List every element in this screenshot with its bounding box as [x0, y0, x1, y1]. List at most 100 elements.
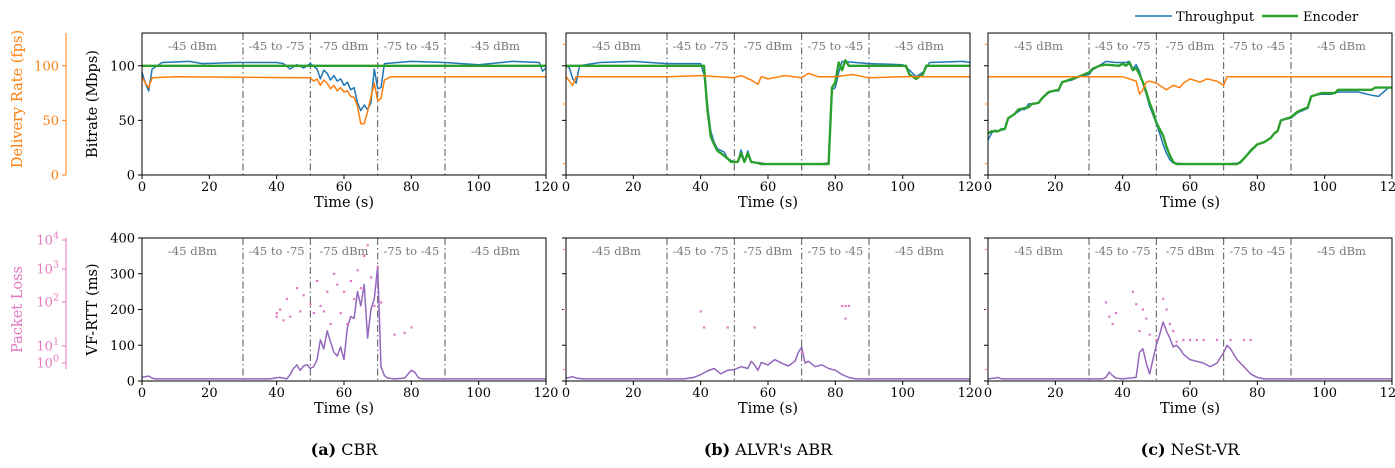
- packet-loss-point: [356, 269, 359, 272]
- y-tick-label: 300: [110, 267, 135, 282]
- series-line-delivery-rate: [141, 75, 546, 125]
- region-label: -45 to -75: [249, 244, 305, 258]
- series-line-delivery-rate: [565, 72, 970, 87]
- region-label: -45 dBm: [168, 244, 217, 258]
- x-tick-label: 80: [1249, 180, 1266, 195]
- packet-loss-point: [380, 301, 383, 304]
- y-tick-label: 100: [110, 339, 135, 354]
- packet-loss-point: [1215, 338, 1219, 342]
- x-tick-label: 20: [625, 180, 642, 195]
- series-line-vf-rtt: [565, 346, 970, 380]
- packet-loss-point: [312, 312, 315, 315]
- packet-loss-point: [841, 304, 844, 308]
- packet-loss-tick-label: 104: [36, 231, 59, 249]
- region-label: -75 to -45: [1229, 244, 1285, 258]
- x-tick-label: 120: [534, 180, 559, 195]
- delivery-tick-label: 0: [51, 169, 59, 184]
- captions: (a) CBR (b) ALVR's ABR (c) NeSt-VR: [311, 440, 1241, 459]
- packet-loss-point: [393, 333, 396, 336]
- x-tick-label: 100: [1312, 386, 1337, 401]
- series-line-throughput: [141, 60, 547, 112]
- packet-loss-point: [1165, 308, 1168, 311]
- packet-loss-point: [844, 317, 847, 320]
- packet-loss-point: [1242, 338, 1246, 342]
- x-tick-label: 100: [1312, 180, 1337, 195]
- x-tick-label: 60: [1182, 386, 1199, 401]
- region-label: -45 to -75: [673, 39, 729, 53]
- panel-bitrate-1: -45 dBm -45 to -75 -75 dBm -75 to -45 -45 dB…: [10, 30, 558, 211]
- packet-loss-point: [1175, 340, 1178, 343]
- packet-loss-point: [1229, 338, 1232, 342]
- x-axis-label: Time (s): [314, 401, 374, 417]
- packet-loss-tick-label: 102: [36, 293, 59, 311]
- region-label: -45 dBm: [1014, 244, 1063, 258]
- x-tick-label: 20: [625, 386, 642, 401]
- y-tick-label: 0: [127, 169, 135, 184]
- caption-1: (a) CBR: [311, 440, 379, 459]
- region-label: -45 dBm: [1014, 39, 1063, 53]
- x-axis-label: Time (s): [1160, 195, 1220, 211]
- packet-loss-point: [699, 310, 702, 313]
- x-tick-label: 60: [760, 386, 777, 401]
- x-tick-label: 80: [827, 180, 844, 195]
- packet-loss-point: [275, 315, 278, 318]
- plot-frame: [141, 32, 547, 176]
- x-tick-label: 0: [138, 386, 146, 401]
- packet-loss-point: [1114, 312, 1118, 315]
- x-tick-label: 0: [984, 386, 992, 401]
- region-label: -45 dBm: [471, 39, 520, 53]
- legend: Throughput Encoder: [1135, 10, 1359, 25]
- packet-loss-point: [1249, 338, 1252, 342]
- packet-loss-point: [289, 315, 292, 318]
- region-label: -45 to -75: [249, 39, 305, 53]
- packet-loss-point: [1104, 301, 1108, 304]
- packet-loss-point: [299, 310, 302, 313]
- packet-loss-point: [322, 310, 325, 313]
- packet-loss-point: [410, 326, 413, 329]
- x-tick-label: 60: [336, 386, 353, 401]
- packet-loss-point: [1138, 329, 1141, 333]
- packet-loss-point: [1155, 338, 1158, 342]
- packet-loss-point: [1108, 315, 1111, 318]
- packet-loss-point: [1172, 329, 1175, 333]
- packet-loss-tick-label: 101: [36, 337, 59, 355]
- x-tick-label: 20: [1047, 386, 1064, 401]
- y-axis-label: VF-RTT (ms): [85, 263, 101, 356]
- region-label: -75 to -45: [807, 244, 863, 258]
- x-tick-label: 40: [692, 180, 709, 195]
- packet-loss-point: [847, 304, 850, 308]
- caption-3: (c) NeSt-VR: [1141, 440, 1241, 459]
- x-tick-label: 20: [1047, 180, 1064, 195]
- packet-loss-point: [343, 290, 346, 293]
- packet-loss-point: [349, 279, 352, 283]
- x-tick-label: 120: [958, 386, 983, 401]
- region-label: -75 dBm: [320, 244, 369, 258]
- region-label: -45 to -75: [673, 244, 729, 258]
- region-label: -45 dBm: [471, 244, 520, 258]
- y-axis-label: Bitrate (Mbps): [85, 50, 101, 158]
- series-line-encoder: [566, 59, 970, 166]
- region-label: -75 dBm: [744, 244, 793, 258]
- packet-loss-point: [1145, 317, 1148, 320]
- panel-bitrate-2: -45 dBm -45 to -75 -75 dBm -75 to -45 -45 dB…: [562, 32, 982, 211]
- region-label: -45 dBm: [168, 39, 217, 53]
- packet-loss-point: [275, 312, 278, 315]
- delivery-tick-label: 100: [34, 59, 59, 74]
- packet-loss-point: [279, 308, 282, 311]
- x-tick-label: 60: [760, 180, 777, 195]
- region-label: -75 to -45: [383, 244, 439, 258]
- x-tick-label: 20: [201, 386, 218, 401]
- x-tick-label: 40: [1114, 386, 1131, 401]
- x-tick-label: 120: [1380, 386, 1395, 401]
- packet-loss-point: [329, 322, 332, 325]
- packet-loss-point: [369, 276, 373, 279]
- y-tick-label: 50: [118, 114, 135, 129]
- region-label: -75 to -45: [1229, 39, 1285, 53]
- packet-loss-point: [403, 331, 406, 334]
- packet-loss-point: [1168, 322, 1171, 325]
- x-tick-label: 60: [336, 180, 353, 195]
- panel-latency-3: -45 dBm -45 to -75 -75 dBm -75 to -45 -45 dB…: [984, 237, 1395, 417]
- packet-loss-point: [1111, 322, 1114, 325]
- packet-loss-point: [295, 287, 299, 290]
